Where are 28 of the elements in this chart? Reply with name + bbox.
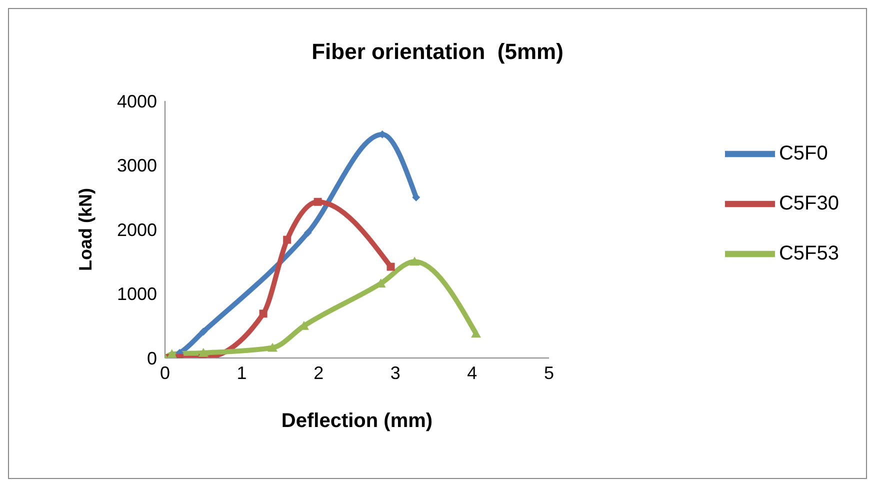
point xyxy=(386,262,395,271)
point xyxy=(198,348,208,357)
x-tick-label: 3 xyxy=(390,362,400,383)
y-tick-label: 4000 xyxy=(116,91,157,112)
x-tick-label: 4 xyxy=(467,362,478,383)
point xyxy=(259,310,268,318)
point xyxy=(166,349,177,358)
point xyxy=(410,256,420,266)
x-tick-label: 1 xyxy=(236,362,247,383)
y-axis-title: Load (kN) xyxy=(75,188,96,271)
point xyxy=(283,236,292,244)
y-tick-label: 3000 xyxy=(116,156,157,176)
point xyxy=(314,198,322,206)
point xyxy=(471,328,482,338)
legend-label: C5F30 xyxy=(778,192,839,214)
x-tick-label: 2 xyxy=(314,362,324,383)
y-tick-label: 1000 xyxy=(116,284,157,304)
x-tick-label: 5 xyxy=(544,362,554,383)
point xyxy=(304,228,312,237)
legend-label: C5F53 xyxy=(778,242,839,264)
chart-title: Fiber orientation (5mm) xyxy=(310,39,564,65)
point xyxy=(268,342,278,352)
y-tick-label: 0 xyxy=(146,348,157,368)
legend-label: C5F0 xyxy=(778,142,828,164)
point xyxy=(199,328,208,336)
y-tick-label: 2000 xyxy=(116,220,157,240)
x-axis-title: Deflection (mm) xyxy=(281,410,433,432)
x-tick-label: 0 xyxy=(160,362,170,383)
